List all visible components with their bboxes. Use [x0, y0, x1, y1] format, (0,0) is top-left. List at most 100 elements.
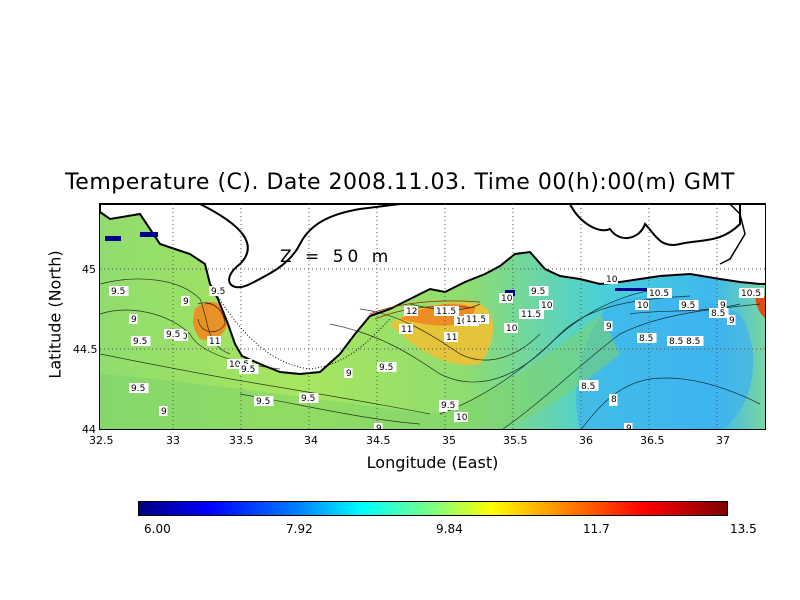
x-tick: 33.5: [229, 434, 254, 447]
contour-label: 9.5: [439, 400, 459, 411]
svg-text:9.5: 9.5: [166, 330, 180, 340]
svg-text:11: 11: [401, 325, 412, 335]
contour-label: 11: [399, 324, 413, 335]
contour-label: 9.5: [129, 383, 149, 394]
svg-text:8.5: 8.5: [711, 309, 725, 319]
svg-text:9.5: 9.5: [301, 394, 315, 404]
svg-text:9: 9: [729, 316, 735, 326]
contour-lines: [100, 278, 761, 429]
x-tick: 37: [716, 434, 730, 447]
svg-text:9.5: 9.5: [681, 301, 695, 311]
cold-spot: [140, 232, 158, 237]
svg-text:10: 10: [541, 301, 553, 311]
contour-label: 9: [374, 423, 383, 430]
colorbar-label: 7.92: [286, 522, 313, 536]
contour-label: 10: [604, 274, 618, 285]
y-axis-label: Latitude (North): [45, 250, 65, 379]
colorbar-label: 9.84: [436, 522, 463, 536]
contour-label: 8.5: [637, 333, 657, 344]
cold-spot: [615, 288, 655, 291]
svg-text:8.5: 8.5: [581, 382, 595, 392]
eastern-warm-edge: [755, 293, 765, 318]
contour-label: 8.5: [684, 336, 704, 347]
svg-text:10: 10: [637, 301, 649, 311]
contour-label: 10.5: [647, 288, 672, 299]
svg-text:9.5: 9.5: [256, 397, 270, 407]
svg-text:8.5: 8.5: [669, 337, 683, 347]
contour-label: 9: [129, 314, 138, 325]
x-axis-label: Longitude (East): [366, 453, 499, 472]
colorbar: [138, 501, 728, 516]
svg-text:8.5: 8.5: [686, 337, 700, 347]
contour-label: 9.5: [209, 286, 229, 297]
svg-text:10: 10: [606, 275, 618, 285]
svg-text:9: 9: [606, 322, 612, 332]
azov-coast: [199, 204, 401, 289]
contour-label: 11.5: [519, 309, 544, 320]
svg-text:9.5: 9.5: [441, 401, 455, 411]
colorbar-label: 13.5: [730, 522, 757, 536]
contour-label: 11: [207, 336, 221, 347]
contour-label: 9: [181, 296, 190, 307]
svg-text:9.5: 9.5: [111, 287, 125, 297]
svg-text:9.5: 9.5: [131, 384, 145, 394]
svg-text:10: 10: [501, 294, 513, 304]
contour-label: 10: [454, 412, 468, 423]
cold-spot: [105, 236, 121, 241]
x-tick: 34.5: [366, 434, 391, 447]
contour-label: 10: [539, 300, 553, 311]
svg-text:11.5: 11.5: [521, 310, 541, 320]
contour-label: 11.5: [464, 314, 489, 325]
colorbar-label: 6.00: [144, 522, 171, 536]
svg-text:11: 11: [209, 337, 220, 347]
southern-band: [100, 314, 620, 429]
svg-text:8.5: 8.5: [639, 334, 653, 344]
svg-text:10: 10: [456, 413, 468, 423]
contour-label: 9.5: [131, 336, 151, 347]
svg-text:9: 9: [183, 297, 189, 307]
contour-label: 10: [504, 323, 518, 334]
x-tick: 35.5: [503, 434, 528, 447]
hot-contours: [204, 300, 481, 320]
contour-label: 9.5: [254, 396, 274, 407]
svg-text:9: 9: [376, 424, 382, 430]
depth-label: Z = 50 m: [280, 247, 393, 267]
svg-text:9.5: 9.5: [531, 287, 545, 297]
contour-label: 9.5: [239, 364, 259, 375]
contour-label: 9.5: [164, 329, 184, 340]
contour-label: 9.5: [299, 393, 319, 404]
contour-label: 9.5: [679, 300, 699, 311]
x-tick: 32.5: [89, 434, 114, 447]
svg-text:8: 8: [611, 395, 617, 405]
svg-text:11: 11: [446, 333, 457, 343]
svg-text:10.5: 10.5: [741, 289, 761, 299]
svg-text:10.5: 10.5: [649, 289, 669, 299]
y-tick: 45: [82, 263, 96, 276]
svg-text:11.5: 11.5: [466, 315, 486, 325]
temperature-map: 9.599.599.510119.510.59.59.599.599.51112…: [99, 203, 766, 430]
contour-label: 11.5: [434, 306, 459, 317]
contour-label: 8.5: [579, 381, 599, 392]
colorbar-label: 11.7: [583, 522, 610, 536]
contour-label: 9.5: [377, 362, 397, 373]
map-title: Temperature (C). Date 2008.11.03. Time 0…: [65, 170, 735, 195]
svg-text:9.5: 9.5: [133, 337, 147, 347]
svg-text:12: 12: [406, 307, 417, 317]
x-tick: 36: [579, 434, 593, 447]
svg-text:9: 9: [626, 424, 632, 430]
svg-text:9: 9: [720, 301, 726, 311]
svg-text:9.5: 9.5: [379, 363, 393, 373]
svg-text:9: 9: [131, 315, 137, 325]
contour-label: 8: [609, 394, 618, 405]
x-tick: 34: [304, 434, 318, 447]
svg-text:9.5: 9.5: [211, 287, 225, 297]
y-tick: 44.5: [73, 343, 98, 356]
contour-label: 9: [624, 423, 633, 430]
contour-label: 9: [718, 300, 727, 311]
cold-water-patch: [576, 295, 754, 429]
svg-text:9: 9: [346, 369, 352, 379]
contour-label: 8.5: [667, 336, 687, 347]
contour-label: 9: [604, 321, 613, 332]
svg-text:9.5: 9.5: [241, 365, 255, 375]
contour-labels: 9.599.599.510119.510.59.59.599.599.51112…: [109, 274, 764, 430]
